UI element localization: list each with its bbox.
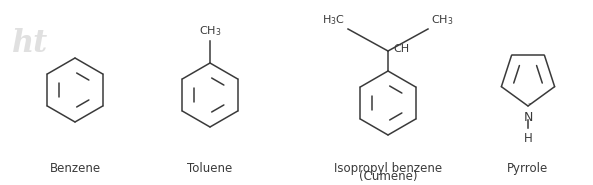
Text: CH: CH	[393, 44, 409, 54]
Text: N: N	[523, 111, 533, 124]
Text: ht: ht	[12, 28, 48, 59]
Text: Pyrrole: Pyrrole	[508, 162, 549, 175]
Text: H: H	[524, 132, 533, 145]
Text: Isopropyl benzene: Isopropyl benzene	[334, 162, 442, 175]
Text: ··: ··	[527, 101, 531, 107]
Text: Benzene: Benzene	[49, 162, 101, 175]
Text: CH$_3$: CH$_3$	[199, 24, 221, 38]
Text: H$_3$C: H$_3$C	[322, 13, 345, 27]
Text: Toluene: Toluene	[187, 162, 232, 175]
Text: CH$_3$: CH$_3$	[431, 13, 454, 27]
Text: (Cumene): (Cumene)	[359, 170, 417, 183]
